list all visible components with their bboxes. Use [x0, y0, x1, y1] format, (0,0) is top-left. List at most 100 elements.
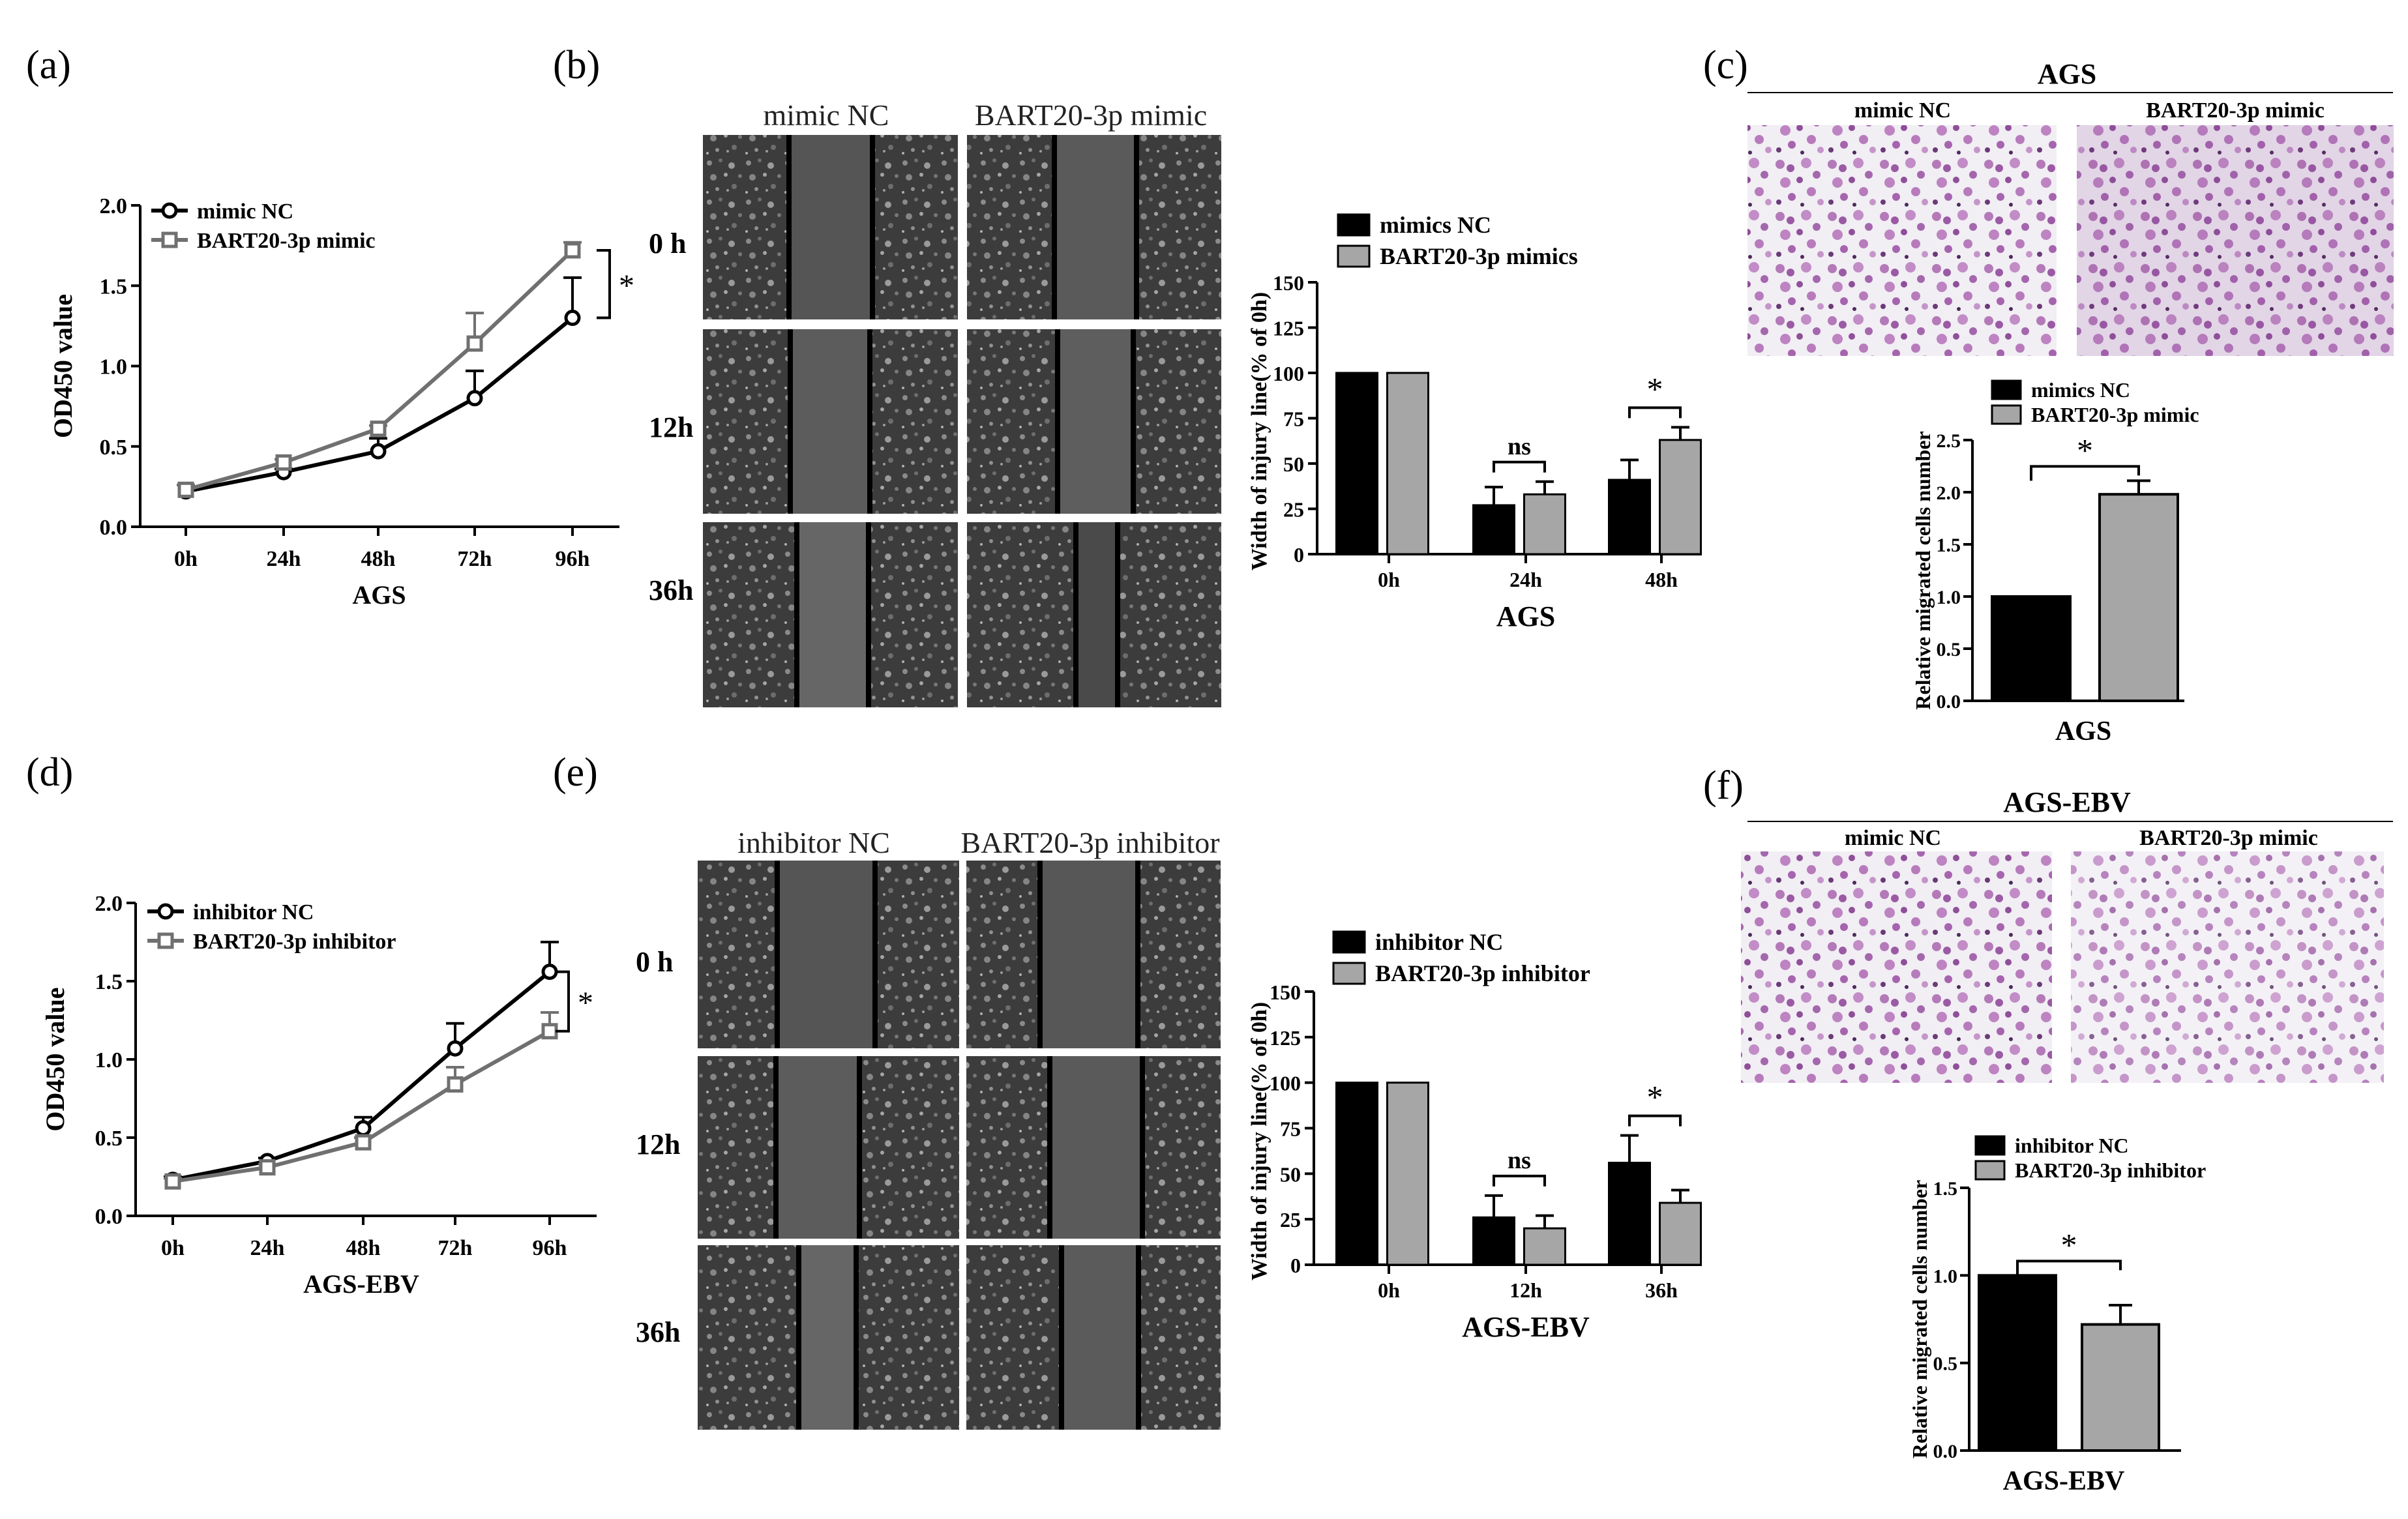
x-tick-label: 0h	[161, 1236, 185, 1260]
panel-label-c: (c)	[1703, 43, 1748, 87]
legend-label: mimic NC	[197, 199, 293, 224]
x-axis-label: AGS	[2055, 716, 2111, 746]
legend-marker	[161, 202, 178, 219]
y-tick-label: 100	[1273, 362, 1304, 385]
bar	[1335, 372, 1378, 555]
significance-bracket	[597, 249, 611, 319]
bar	[1472, 1216, 1515, 1266]
data-point	[564, 310, 581, 327]
y-tick-label: 150	[1270, 981, 1301, 1004]
scratch-e-image-0h-inhibitor	[966, 861, 1221, 1048]
scratch-assay-b: mimic NC BART20-3p mimic 0 h 12h 36h	[649, 98, 1221, 707]
y-tick-label: 0.5	[1937, 639, 1961, 660]
y-tick-label: 2.0	[100, 194, 128, 218]
scratch-b-row-1: 0 h	[649, 228, 686, 259]
scratch-e-image-12h-inhibitor	[966, 1056, 1221, 1239]
scratch-b-image-36h-nc	[703, 522, 958, 707]
x-tick-label: 72h	[458, 547, 492, 571]
data-point	[259, 1159, 276, 1176]
y-tick-label: 0	[1290, 1254, 1301, 1277]
bar	[1659, 439, 1702, 555]
bar	[1523, 1227, 1566, 1266]
significance-label: ns	[1508, 1147, 1531, 1174]
significance-star: *	[2061, 1226, 2077, 1263]
data-point	[541, 1023, 558, 1040]
y-tick-label: 25	[1280, 1208, 1301, 1231]
series-line	[172, 1029, 551, 1184]
scratch-e-image-0h-nc	[698, 861, 959, 1048]
legend-swatch	[1974, 1135, 2006, 1156]
data-point	[177, 481, 194, 498]
bar	[1523, 493, 1566, 555]
significance-bracket	[1493, 1174, 1546, 1187]
y-tick-label: 1.5	[1933, 1178, 1958, 1200]
transwell-c: AGS mimic NC BART20-3p mimic	[1747, 58, 2394, 356]
y-tick-label: 125	[1270, 1026, 1301, 1050]
chart-b-wound-width-ags: 0 25 50 75 100 125 150 0h 24h 48h AGS Width of inju…	[1247, 212, 1702, 632]
y-tick-label: 0.0	[1937, 691, 1961, 713]
legend-label: inhibitor NC	[193, 900, 314, 924]
y-axis-label: Relative migrated cells number	[1908, 1180, 1931, 1458]
x-tick-label: 0h	[174, 547, 198, 571]
legend-swatch	[1337, 244, 1371, 268]
scratch-e-row-3: 36h	[636, 1316, 680, 1348]
x-tick-label: 36h	[1645, 1278, 1678, 1302]
transwell-f: AGS-EBV mimic NC BART20-3p mimic	[1741, 786, 2393, 1083]
y-axis-label: Width of injury line(% of 0h)	[1247, 1002, 1271, 1280]
legend-label: BART20-3p mimic	[197, 229, 376, 253]
bar	[1608, 1162, 1651, 1266]
scratch-e-image-36h-nc	[698, 1245, 959, 1430]
chart-f-migration-ags-ebv: 0.0 0.5 1.0 1.5 AGS-EBV Relative migrated cel…	[1908, 1134, 2206, 1496]
y-tick-label: 0.0	[100, 516, 128, 540]
significance-star: *	[578, 986, 593, 1020]
legend-label: mimics NC	[1380, 212, 1491, 238]
bar	[2098, 493, 2179, 702]
chart-d-proliferation-ags-ebv: 0.0 0.5 1.0 1.5 2.0 0h 24h 48h 72h 96h AGS-EBV OD45…	[40, 892, 597, 1299]
y-tick-label: 50	[1283, 452, 1304, 476]
chart-a-proliferation-ags: 0.0 0.5 1.0 1.5 2.0 0h 24h 48h 72h 96h AGS OD450 va…	[48, 194, 634, 610]
x-axis-label: AGS-EBV	[1462, 1311, 1590, 1343]
legend-label: BART20-3p inhibitor	[193, 930, 396, 954]
significance-bracket	[1628, 1114, 1682, 1127]
significance-star: *	[619, 269, 634, 303]
y-tick-label: 75	[1283, 407, 1304, 431]
significance-bracket	[556, 970, 570, 1033]
scratch-b-image-12h-mimic	[967, 329, 1221, 514]
transwell-f-image-mimic	[2071, 851, 2384, 1083]
bar	[2081, 1323, 2160, 1453]
y-tick-label: 0	[1294, 543, 1304, 567]
transwell-c-col-1: mimic NC	[1854, 98, 1951, 123]
legend-label: BART20-3p inhibitor	[2015, 1158, 2206, 1182]
x-axis-label: AGS-EBV	[303, 1269, 419, 1299]
panel-label-b: (b)	[553, 43, 600, 87]
y-axis-label: Relative migrated cells number	[1911, 431, 1935, 709]
significance-label: *	[1647, 1079, 1663, 1115]
x-tick-label: 48h	[361, 547, 396, 571]
x-tick-label: 0h	[1378, 568, 1400, 591]
legend-label: BART20-3p inhibitor	[1375, 960, 1590, 986]
y-tick-label: 25	[1283, 498, 1304, 522]
y-tick-label: 100	[1270, 1072, 1301, 1095]
legend-marker	[157, 903, 174, 920]
legend-swatch	[1991, 379, 2022, 400]
legend-swatch	[1332, 962, 1366, 985]
legend-swatch	[1332, 930, 1366, 954]
scratch-e-image-36h-inhibitor	[966, 1245, 1221, 1430]
y-axis-label: Width of injury line(% of 0h)	[1247, 292, 1271, 570]
bar	[1659, 1202, 1702, 1266]
y-tick-label: 1.0	[95, 1048, 123, 1072]
y-tick-label: 1.0	[1937, 587, 1961, 608]
x-tick-label: 12h	[1509, 1278, 1542, 1302]
chart-c-migration-ags: 0.0 0.5 1.0 1.5 2.0 2.5 AGS Relative migrated c…	[1911, 378, 2199, 746]
y-axis-label: OD450 value	[40, 987, 70, 1131]
panel-label-d: (d)	[26, 750, 73, 795]
significance-bracket	[1628, 406, 1682, 419]
significance-label: ns	[1508, 433, 1531, 460]
y-tick-label: 1.0	[1933, 1265, 1958, 1287]
scratch-e-row-2: 12h	[636, 1128, 680, 1160]
scratch-e-col-2: BART20-3p inhibitor	[960, 826, 1219, 859]
bar	[1386, 1082, 1429, 1266]
x-axis-label: AGS	[1496, 600, 1555, 632]
data-point	[466, 390, 483, 407]
